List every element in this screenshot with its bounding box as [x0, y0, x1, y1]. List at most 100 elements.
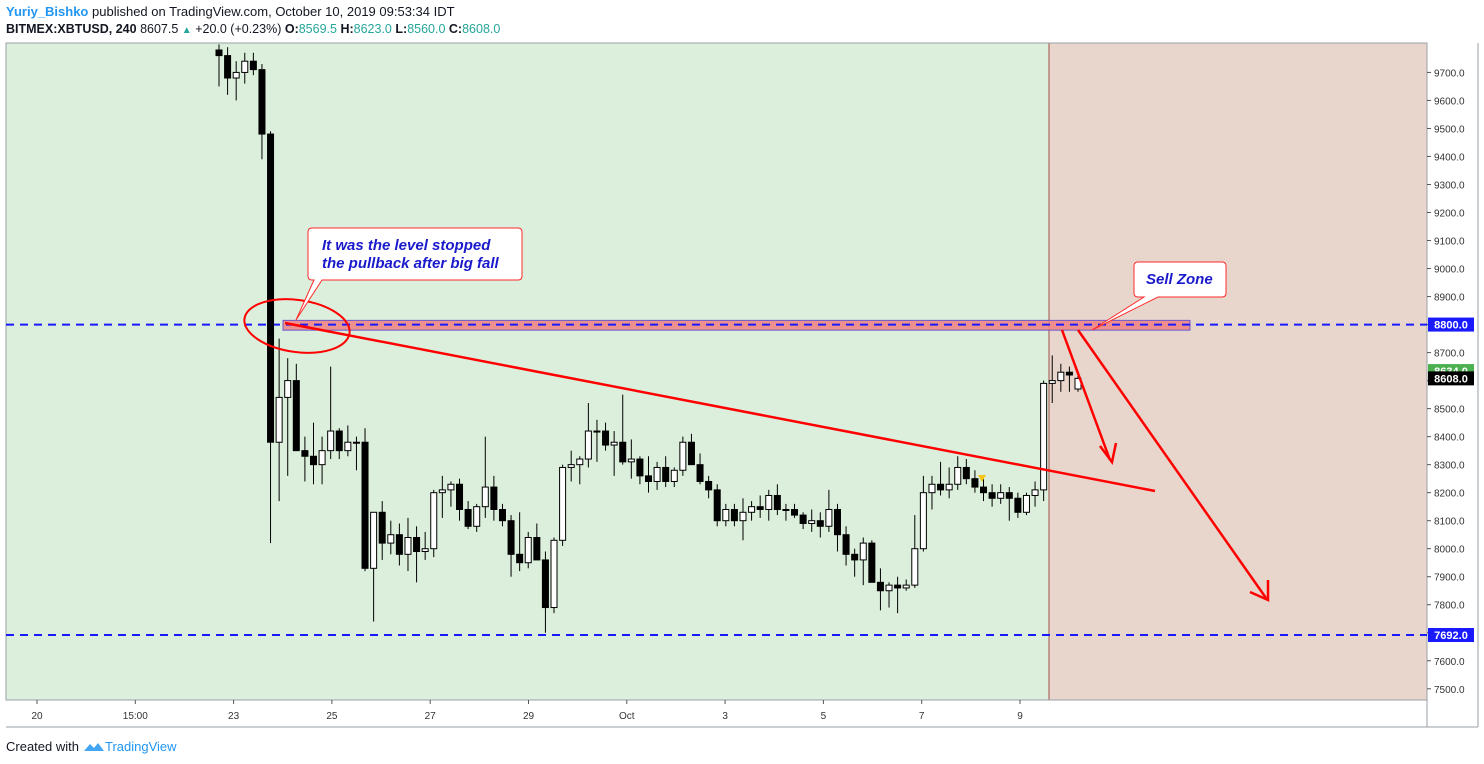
current-price-badge-text: 8608.0: [1434, 373, 1468, 385]
y-tick-label: 9300.0: [1434, 180, 1465, 191]
tradingview-logo-icon: [83, 742, 104, 751]
y-tick-label: 8900.0: [1434, 293, 1465, 304]
candle-up: [670, 469, 678, 482]
symbol-info: BITMEX:XBTUSD, 240 8607.5 ▲ +20.0 (+0.23…: [6, 22, 500, 36]
author-name[interactable]: Yuriy_Bishko: [6, 4, 89, 19]
candle-down: [309, 455, 317, 466]
candle-up: [954, 466, 962, 485]
candle-up: [438, 489, 446, 494]
candle-down: [224, 55, 232, 79]
candle-up: [902, 584, 910, 589]
candle-down: [361, 441, 369, 569]
y-tick-label: 8000.0: [1434, 545, 1465, 556]
candle-down: [730, 508, 738, 522]
candle-down: [215, 49, 223, 57]
candle-down: [335, 430, 343, 452]
candle-up: [919, 492, 927, 550]
x-tick-label: 7: [919, 711, 925, 722]
price-change: +20.0 (+0.23%): [195, 22, 282, 36]
candle-up: [421, 548, 429, 553]
descending-trend-line: [284, 321, 1156, 493]
candle-up: [722, 508, 730, 522]
resistance-badge: [1428, 317, 1474, 332]
candle-up: [997, 492, 1005, 499]
candle-down: [713, 489, 721, 522]
candle-down: [773, 494, 781, 510]
candle-up: [679, 441, 687, 471]
candle-up: [524, 537, 532, 564]
candle-up: [1057, 371, 1065, 382]
candle-down: [413, 537, 421, 553]
candle-down: [962, 466, 970, 480]
candle-up: [481, 486, 489, 508]
candle-up: [825, 508, 833, 527]
green-zone-background: [6, 43, 1049, 700]
candle-down: [644, 475, 653, 482]
symbol-name: BITMEX:XBTUSD, 240: [6, 22, 137, 36]
candle-down: [833, 508, 841, 536]
y-tick-label: 7900.0: [1434, 573, 1465, 584]
candle-down: [292, 380, 300, 452]
tradingview-brand[interactable]: TradingView: [83, 739, 177, 754]
y-tick-label: 8300.0: [1434, 461, 1465, 472]
candle-up: [430, 492, 438, 550]
candle-up: [1040, 382, 1048, 491]
candle-down: [507, 520, 515, 555]
low-label: L:: [395, 22, 408, 36]
high-value: 8623.0: [353, 22, 392, 36]
candle-up: [241, 60, 249, 73]
footer: Created with TradingView: [6, 739, 177, 754]
candle-up: [945, 483, 953, 491]
candle-up: [739, 511, 747, 522]
long-target-arrowhead: [1249, 580, 1270, 602]
candle-up: [473, 506, 481, 527]
candle-down: [816, 520, 824, 527]
candle-down: [894, 584, 902, 589]
candle-down: [705, 480, 713, 491]
candle-down: [687, 441, 695, 466]
candle-down: [378, 511, 386, 544]
close-label: C:: [448, 22, 463, 36]
candle-up: [232, 71, 240, 79]
candle-up: [344, 441, 352, 452]
candle-down: [249, 60, 257, 71]
sell-zone-callout: [1091, 261, 1227, 331]
level-note-callout: [295, 227, 523, 321]
last-price: 8607.5: [140, 22, 179, 36]
candle-up: [1048, 380, 1056, 384]
candle-up: [404, 537, 412, 555]
candle-up: [911, 548, 919, 586]
y-tick-label: 9500.0: [1434, 124, 1465, 135]
candle-down: [456, 483, 464, 510]
candle-down: [1005, 492, 1013, 499]
created-with-text: Created with: [6, 739, 79, 754]
x-tick-label: Oct: [619, 711, 635, 722]
candle-up: [584, 430, 592, 460]
resistance-badge-text: 8800.0: [1434, 320, 1468, 332]
y-tick-label: 9600.0: [1434, 96, 1465, 107]
candle-down: [756, 506, 764, 510]
y-tick-label: 8500.0: [1434, 405, 1465, 416]
x-axis-ticks: 20 15:00 23 25 27 29 Oct 3 5 7 9: [31, 700, 1023, 722]
candle-up: [885, 584, 893, 592]
level-note-line2: the pullback after big fall: [322, 255, 500, 272]
y-tick-label: 9100.0: [1434, 237, 1465, 248]
candle-down: [490, 486, 498, 510]
support-badge-text: 7692.0: [1434, 630, 1468, 642]
sell-zone-background: [1049, 43, 1427, 700]
candle-down: [937, 483, 945, 491]
low-value: 8560.0: [407, 22, 446, 36]
candle-up: [559, 466, 567, 541]
candle-down: [868, 542, 876, 583]
y-tick-label: 8400.0: [1434, 433, 1465, 444]
x-tick-label: 15:00: [123, 711, 148, 722]
x-tick-label: 9: [1017, 711, 1023, 722]
short-target-arrow: [1060, 329, 1112, 461]
candle-down: [498, 508, 506, 522]
candle-down: [267, 133, 275, 443]
candle-up: [593, 430, 601, 433]
candle-down: [799, 514, 807, 524]
candle-down: [258, 69, 266, 135]
candle-up: [653, 466, 661, 482]
